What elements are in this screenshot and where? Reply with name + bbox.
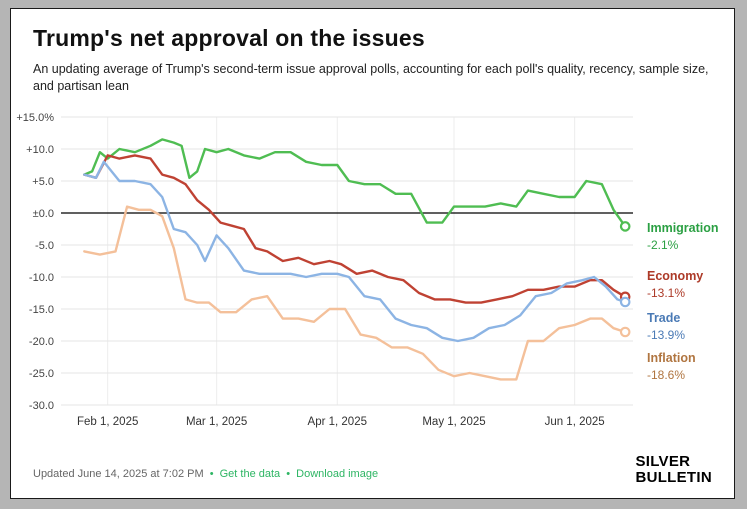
get-the-data-link[interactable]: Get the data bbox=[219, 468, 281, 480]
series-line-immigration bbox=[83, 138, 627, 228]
page-title: Trump's net approval on the issues bbox=[33, 25, 425, 51]
series-label-economy: Economy bbox=[647, 269, 703, 283]
y-tick-label: -15.0 bbox=[29, 304, 54, 316]
y-tick-label: +5.0 bbox=[32, 176, 54, 188]
series-endpoint-immigration bbox=[619, 221, 631, 232]
bullet-separator-icon: • bbox=[209, 468, 214, 480]
x-tick-label: Apr 1, 2025 bbox=[308, 416, 367, 428]
series-line-inflation bbox=[83, 205, 627, 381]
updated-timestamp: Updated June 14, 2025 at 7:02 PM bbox=[33, 468, 204, 480]
y-tick-label: -10.0 bbox=[29, 272, 54, 284]
y-tick-label: -25.0 bbox=[29, 368, 54, 380]
chart-card: Trump's net approval on the issues An up… bbox=[10, 8, 735, 499]
y-tick-label: +10.0 bbox=[26, 144, 54, 156]
y-tick-label: -20.0 bbox=[29, 336, 54, 348]
download-image-link[interactable]: Download image bbox=[296, 468, 379, 480]
y-tick-label: -30.0 bbox=[29, 400, 54, 412]
x-tick-label: May 1, 2025 bbox=[422, 416, 485, 428]
series-endpoint-inflation bbox=[619, 326, 631, 338]
x-tick-label: Mar 1, 2025 bbox=[186, 416, 247, 428]
x-tick-label: Feb 1, 2025 bbox=[77, 416, 138, 428]
y-tick-label: ±0.0 bbox=[33, 208, 54, 220]
series-line-trade bbox=[83, 160, 627, 343]
page-subtitle: An updating average of Trump's second-te… bbox=[33, 62, 709, 93]
series-label-trade: Trade bbox=[647, 311, 680, 325]
series-value-immigration: -2.1% bbox=[647, 238, 679, 252]
footer-meta: Updated June 14, 2025 at 7:02 PM • Get t… bbox=[33, 468, 378, 480]
brand-line-2: BULLETIN bbox=[635, 468, 712, 486]
series-label-inflation: Inflation bbox=[647, 351, 696, 365]
brand-line-1: SILVER bbox=[635, 452, 691, 470]
issues-approval-chart: +15.0% +10.0 +5.0 ±0.0 -5.0 -10.0 -15.0 -20.0 -2… bbox=[16, 112, 719, 428]
x-tick-label: Jun 1, 2025 bbox=[545, 416, 605, 428]
series-value-economy: -13.1% bbox=[647, 286, 685, 300]
series-label-immigration: Immigration bbox=[647, 221, 719, 235]
series-value-trade: -13.9% bbox=[647, 328, 685, 342]
bullet-separator-icon: • bbox=[286, 468, 291, 480]
y-tick-label: +15.0% bbox=[16, 112, 54, 124]
silver-bulletin-logo: SILVER BULLETIN bbox=[635, 452, 712, 486]
series-line-economy bbox=[83, 154, 627, 304]
series-endpoint-trade bbox=[619, 296, 631, 308]
y-tick-label: -5.0 bbox=[35, 240, 54, 252]
series-value-inflation: -18.6% bbox=[647, 368, 685, 382]
